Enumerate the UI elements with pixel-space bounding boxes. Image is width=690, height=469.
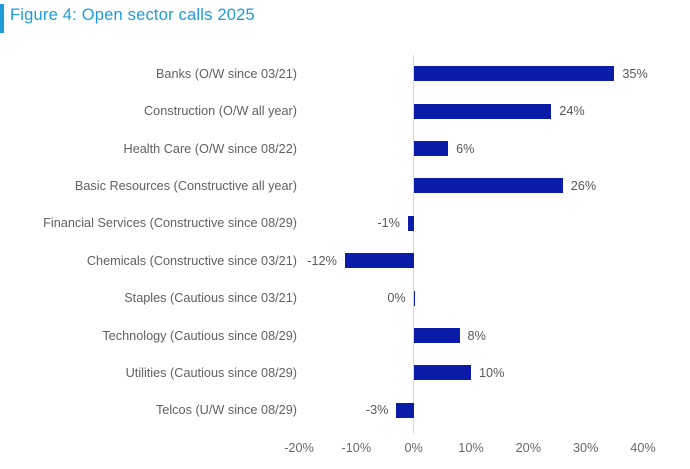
value-label: 0% <box>387 291 406 306</box>
x-axis-tick-label: 20% <box>515 441 542 455</box>
category-label: Telcos (U/W since 08/29) <box>155 403 297 418</box>
x-axis-tick-label: 40% <box>630 441 656 455</box>
bar <box>413 141 449 156</box>
value-label: 6% <box>456 141 475 156</box>
bar <box>413 365 471 381</box>
bar <box>413 103 552 119</box>
bar <box>413 328 460 343</box>
x-axis-tick-label: -10% <box>341 441 372 455</box>
x-axis-tick-label: 10% <box>458 441 484 455</box>
x-axis-tick-label: 0% <box>404 441 423 455</box>
value-label: 10% <box>479 365 505 380</box>
category-label: Staples (Cautious since 03/21) <box>124 291 297 306</box>
value-label: 35% <box>622 66 648 81</box>
category-label: Construction (O/W all year) <box>144 104 297 119</box>
bar <box>344 253 414 269</box>
category-label: Chemicals (Constructive since 03/21) <box>86 253 297 268</box>
x-axis-tick-label: 30% <box>572 441 599 455</box>
title-accent-bar <box>0 4 4 33</box>
value-label: -12% <box>307 253 337 268</box>
bar <box>413 66 615 82</box>
x-axis-tick-label: -20% <box>284 441 314 455</box>
category-label: Financial Services (Constructive since 0… <box>43 216 297 231</box>
value-label: -3% <box>365 403 389 418</box>
category-label: Utilities (Cautious since 08/29) <box>125 365 297 380</box>
value-label: 24% <box>559 104 585 119</box>
bar <box>396 402 414 418</box>
zero-axis-line <box>413 55 415 434</box>
value-label: 8% <box>467 328 486 343</box>
value-label: 26% <box>570 178 597 193</box>
bar <box>413 290 416 306</box>
bar <box>407 215 414 231</box>
category-label: Technology (Cautious since 08/29) <box>102 328 297 343</box>
bar <box>413 178 563 194</box>
category-label: Health Care (O/W since 08/22) <box>123 141 297 156</box>
figure-title: Figure 4: Open sector calls 2025 <box>10 6 255 24</box>
category-label: Basic Resources (Constructive all year) <box>74 178 297 193</box>
value-label: -1% <box>377 216 400 231</box>
category-label: Banks (O/W since 03/21) <box>155 66 297 81</box>
